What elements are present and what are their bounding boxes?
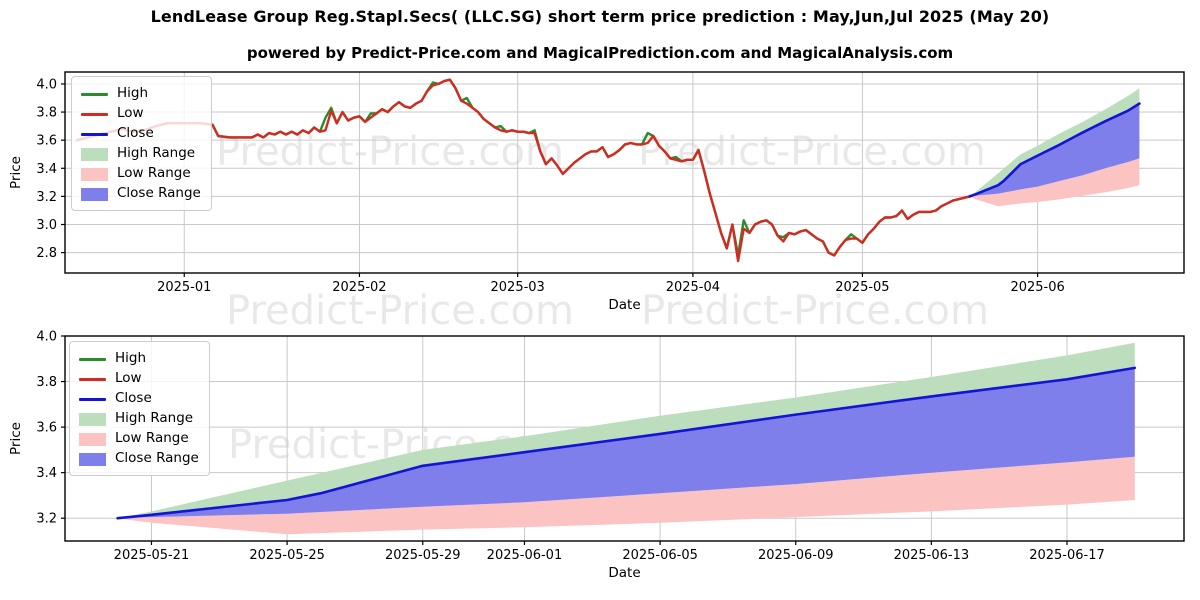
low-line xyxy=(75,78,971,263)
svg-text:3.6: 3.6 xyxy=(36,421,57,436)
svg-text:3.8: 3.8 xyxy=(36,106,57,121)
svg-text:2025-01: 2025-01 xyxy=(157,280,211,295)
legend-item: Low xyxy=(79,369,199,389)
legend-label: High xyxy=(115,350,147,367)
legend-label: High Range xyxy=(117,145,196,162)
svg-text:2025-05-29: 2025-05-29 xyxy=(385,548,461,563)
series-lines xyxy=(116,366,1137,520)
svg-text:4.0: 4.0 xyxy=(36,77,57,92)
legend-item: Low Range xyxy=(79,429,199,449)
y-axis-label: Price xyxy=(8,156,24,189)
legend-line-swatch xyxy=(81,132,108,136)
legend-patch-swatch xyxy=(81,147,108,161)
legend-label: High xyxy=(117,85,149,102)
svg-text:2025-06-17: 2025-06-17 xyxy=(1029,548,1105,563)
y-axis-label: Price xyxy=(8,422,24,455)
low-range-band xyxy=(117,456,1135,535)
page-subtitle: powered by Predict-Price.com and Magical… xyxy=(246,44,954,62)
svg-text:3.2: 3.2 xyxy=(36,512,57,527)
svg-text:3.4: 3.4 xyxy=(36,466,57,481)
legend-item: High Range xyxy=(81,144,201,164)
legend-item: Close xyxy=(81,124,201,144)
x-axis-label: Date xyxy=(608,565,640,581)
legend-item: Close Range xyxy=(81,184,201,204)
svg-text:2025-02: 2025-02 xyxy=(332,280,386,295)
legend-line-swatch xyxy=(81,92,108,96)
x-axis-label: Date xyxy=(608,297,640,313)
svg-text:3.0: 3.0 xyxy=(36,218,57,233)
axis-ticks: 2.8 3.0 3.2 3.4 3.6 3.8 4.0 2025-01 2025-02 2025-… xyxy=(36,77,1064,295)
svg-text:2025-06-13: 2025-06-13 xyxy=(894,548,970,563)
plot-border xyxy=(64,71,1185,274)
legend-patch-swatch xyxy=(79,452,106,466)
legend-label: Close xyxy=(115,390,152,407)
legend-label: Close Range xyxy=(117,185,201,202)
svg-text:4.0: 4.0 xyxy=(36,330,57,345)
svg-text:2025-06: 2025-06 xyxy=(1010,280,1064,295)
legend-line-swatch xyxy=(79,357,106,361)
legend-label: Low Range xyxy=(117,165,191,182)
legend-label: Low Range xyxy=(115,430,189,447)
legend-line-swatch xyxy=(81,112,108,116)
legend-item: High Range xyxy=(79,409,199,429)
svg-text:2025-06-05: 2025-06-05 xyxy=(622,548,698,563)
bottom-chart-legend: High Low Close High Range Low Range Close Ran… xyxy=(69,341,210,476)
legend-item: Low xyxy=(81,104,201,124)
svg-text:2025-06-01: 2025-06-01 xyxy=(487,548,563,563)
svg-text:3.4: 3.4 xyxy=(36,162,57,177)
close-line xyxy=(968,102,1141,198)
svg-text:2.8: 2.8 xyxy=(36,246,57,261)
low-range-band xyxy=(969,158,1140,207)
svg-text:2025-03: 2025-03 xyxy=(491,280,545,295)
legend-item: High xyxy=(81,84,201,104)
high-range-band xyxy=(117,342,1135,519)
legend-patch-swatch xyxy=(79,432,106,446)
close-line xyxy=(116,366,1137,520)
legend-patch-swatch xyxy=(81,187,108,201)
legend-line-swatch xyxy=(79,377,106,381)
svg-text:2025-06-09: 2025-06-09 xyxy=(758,548,834,563)
legend-label: Low xyxy=(117,105,144,122)
svg-text:3.8: 3.8 xyxy=(36,375,57,390)
high-range-band xyxy=(969,88,1140,197)
svg-text:3.6: 3.6 xyxy=(36,134,57,149)
page-title: LendLease Group Reg.Stapl.Secs( (LLC.SG)… xyxy=(150,7,1050,26)
svg-text:3.2: 3.2 xyxy=(36,190,57,205)
legend-item: Close Range xyxy=(79,449,199,469)
legend-item: Close xyxy=(79,389,199,409)
axis-ticks: 3.2 3.4 3.6 3.8 4.0 2025-05-21 2025-05-25 2025-… xyxy=(36,330,1104,564)
legend-line-swatch xyxy=(79,397,106,401)
legend-patch-swatch xyxy=(79,412,106,426)
top-chart: 2.8 3.0 3.2 3.4 3.6 3.8 4.0 2025-01 2025-02 2025-… xyxy=(8,71,1185,313)
legend-label: High Range xyxy=(115,410,194,427)
top-chart-legend: High Low Close High Range Low Range Close Ran… xyxy=(71,76,212,211)
bottom-chart: 3.2 3.4 3.6 3.8 4.0 2025-05-21 2025-05-25 2025-… xyxy=(8,330,1185,581)
legend-item: High xyxy=(79,349,199,369)
legend-item: Low Range xyxy=(81,164,201,184)
legend-patch-swatch xyxy=(81,167,108,181)
legend-label: Close Range xyxy=(115,450,199,467)
svg-text:2025-05: 2025-05 xyxy=(835,280,889,295)
gridlines xyxy=(65,72,1184,273)
series-lines xyxy=(75,78,1141,263)
legend-label: Close xyxy=(117,125,154,142)
plot-border xyxy=(64,335,1185,542)
svg-text:2025-04: 2025-04 xyxy=(666,280,720,295)
svg-text:2025-05-25: 2025-05-25 xyxy=(249,548,325,563)
legend-label: Low xyxy=(115,370,142,387)
svg-text:2025-05-21: 2025-05-21 xyxy=(114,548,190,563)
